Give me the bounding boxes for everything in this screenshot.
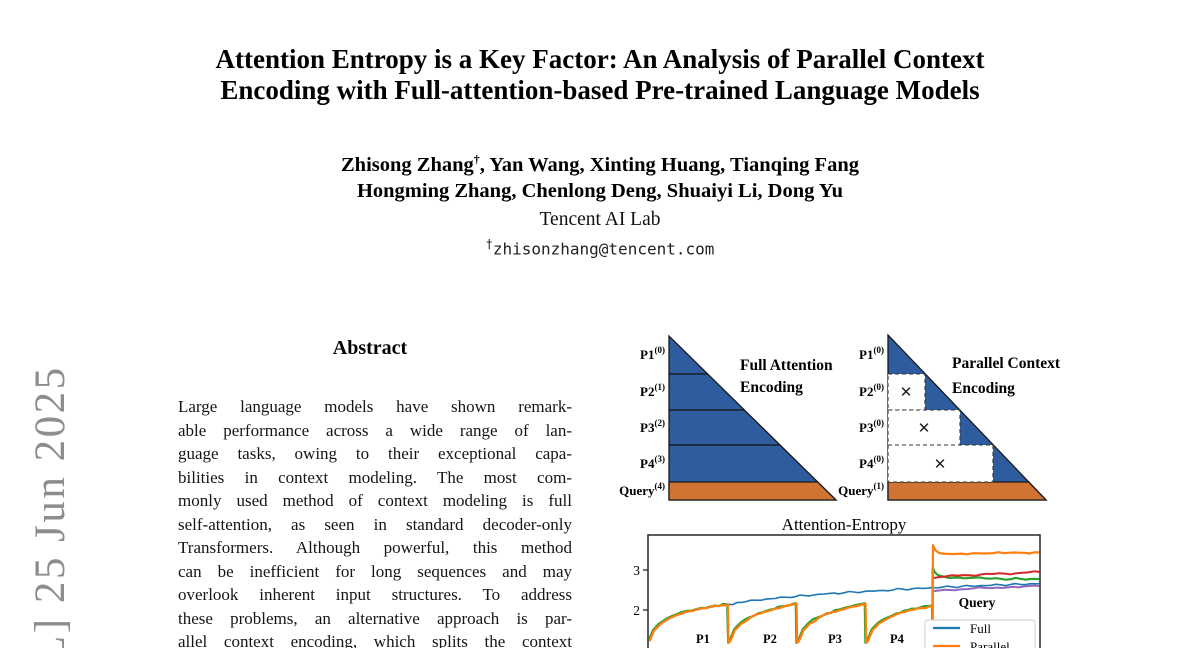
query-label: Query <box>959 595 996 610</box>
masked-attention-block-p2 <box>887 373 926 411</box>
full-attention-diagram: P1(0) P2(1) P3(2) P4(3) Query(4) Full At… <box>619 334 838 501</box>
row-label-p1: P1(0) <box>859 345 884 362</box>
row-label-query: Query(1) <box>838 481 884 498</box>
abstract-line: guage tasks, owing to their exceptional … <box>178 444 572 463</box>
abstract-line: Transformers. Although powerful, this me… <box>178 538 572 557</box>
cross-icon: ✕ <box>934 457 947 473</box>
parallel-query-strip <box>887 481 1048 501</box>
authors-line2: Hongming Zhang, Chenlong Deng, Shuaiyi L… <box>356 180 844 202</box>
abstract-line: Large language models have shown remark- <box>178 397 572 416</box>
abstract-line: monly used method of context modeling is… <box>178 491 572 510</box>
series-Query-purple <box>932 584 1040 593</box>
author-name: Zhisong Zhang <box>341 153 474 176</box>
chart-title: Attention-Entropy <box>782 515 907 534</box>
row-label-p2: P2(1) <box>640 382 665 399</box>
paper-title-line1: Attention Entropy is a Key Factor: An An… <box>215 44 985 74</box>
parallel-caption-line1: Parallel Context <box>952 355 1061 372</box>
abstract-line: allel context encoding, which splits the… <box>178 632 572 648</box>
masked-attention-block-p4 <box>887 444 994 483</box>
abstract-line: these problems, an alternative approach … <box>178 608 572 628</box>
series-Parallel <box>648 544 1040 647</box>
cross-icon: ✕ <box>918 421 931 437</box>
abstract-line: can be inefficient for long sequences an… <box>178 561 572 581</box>
abstract-heading: Abstract <box>332 337 408 359</box>
parallel-context-diagram: ✕ ✕ ✕ P1(0) P2(0) P3(0) P4(0) Query(1) P… <box>838 333 1061 501</box>
masked-attention-block-p3 <box>887 409 961 446</box>
chart-legend: Full Parallel <box>924 619 1036 648</box>
author-dagger: † <box>473 152 480 166</box>
authors-rest: , Yan Wang, Xinting Huang, Tianqing Fang <box>479 153 859 176</box>
abstract-line: able performance across a wide range of … <box>178 420 572 440</box>
paper-title: Attention Entropy is a Key Factor: An An… <box>0 44 1200 106</box>
parallel-caption-line2: Encoding <box>952 380 1015 397</box>
legend-label-parallel: Parallel <box>970 639 1010 648</box>
email-address: zhisonzhang@tencent.com <box>492 239 715 259</box>
row-label-p1: P1(0) <box>640 345 665 362</box>
plot-border <box>647 534 1041 648</box>
row-label-p2: P2(0) <box>859 382 884 399</box>
segment-label-p4: P4 <box>890 632 905 646</box>
authors-line1: Zhisong Zhang†, Yan Wang, Xinting Huang,… <box>0 152 1200 177</box>
arxiv-watermark: L] 25 Jun 2025 <box>27 365 74 648</box>
attention-entropy-chart: Attention-Entropy 3 2 P1 P2 P3 P4 Query … <box>633 515 1041 648</box>
cross-icon: ✕ <box>900 385 913 401</box>
abstract-line: overlook inherent input structures. To a… <box>178 585 572 604</box>
row-label-p3: P3(0) <box>859 418 884 435</box>
full-attention-caption-line1: Full Attention <box>740 357 833 374</box>
affiliation: Tencent AI Lab <box>539 209 661 230</box>
email-line: †zhisonzhang@tencent.com <box>0 237 1200 258</box>
segment-label-p2: P2 <box>763 632 777 646</box>
abstract-line: self-attention, as seen in standard deco… <box>178 514 572 534</box>
chart-series-group <box>648 544 1040 647</box>
row-label-p3: P3(2) <box>640 418 665 435</box>
series-Query-red <box>932 570 1040 580</box>
abstract-section: Abstract Large language models have show… <box>168 337 572 648</box>
y-tick-label-3: 3 <box>633 563 640 578</box>
row-label-p4: P4(0) <box>859 454 884 471</box>
row-label-query: Query(4) <box>619 481 665 498</box>
figure-attention-diagram: P1(0) P2(1) P3(2) P4(3) Query(4) Full At… <box>619 333 1061 501</box>
full-attention-query-strip <box>668 481 838 501</box>
segment-label-p3: P3 <box>828 632 842 646</box>
paper-title-line2: Encoding with Full-attention-based Pre-t… <box>220 75 980 105</box>
abstract-line: bilities in context modeling. The most c… <box>178 467 572 487</box>
email-dagger: † <box>485 237 493 251</box>
full-attention-caption-line2: Encoding <box>740 379 803 396</box>
row-label-p4: P4(3) <box>640 454 665 471</box>
segment-label-p1: P1 <box>696 632 710 646</box>
y-tick-label-2: 2 <box>633 603 640 618</box>
abstract-body: Large language models have shown remark-… <box>178 395 572 648</box>
legend-label-full: Full <box>970 621 991 636</box>
